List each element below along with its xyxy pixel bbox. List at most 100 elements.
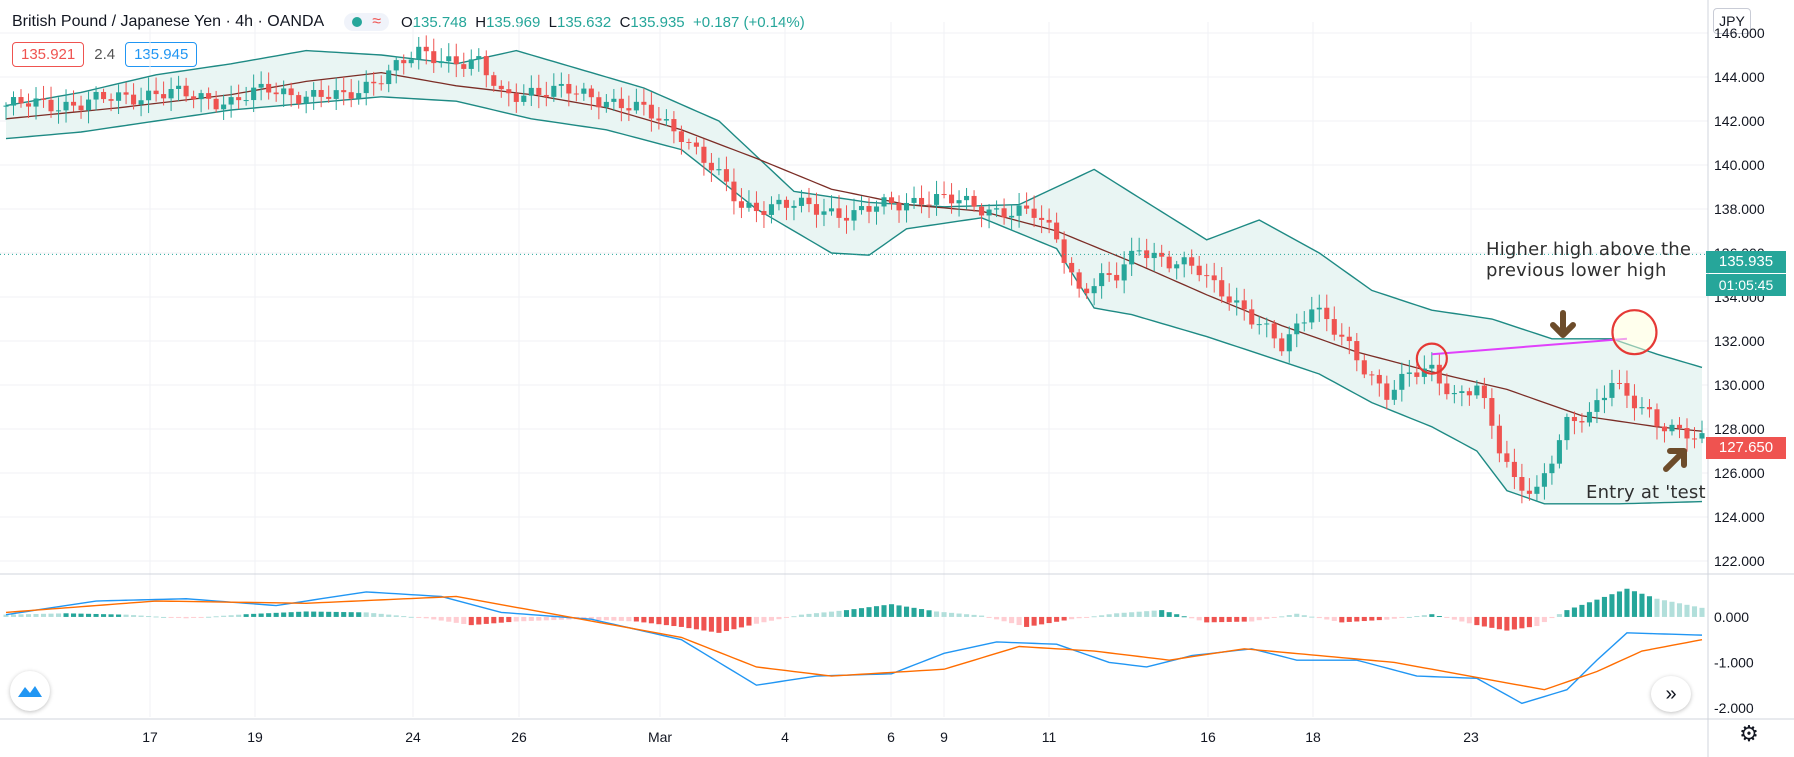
macd-histogram-bar (1646, 596, 1653, 617)
sell-price-box[interactable]: 135.921 (12, 42, 85, 67)
macd-histogram-bar (1586, 602, 1592, 617)
macd-histogram-bar (438, 616, 444, 621)
candle-body (1009, 215, 1015, 218)
macd-histogram-bar (813, 613, 820, 617)
macd-histogram-bar (821, 612, 827, 617)
candle-body (63, 101, 69, 111)
y-tick-label: 146.000 (1714, 25, 1765, 41)
candle-body (971, 195, 977, 207)
candle-body (1106, 273, 1112, 275)
candle-body (1309, 309, 1315, 323)
candle-body (1024, 205, 1030, 209)
candle-body (55, 110, 62, 112)
candle-body (86, 99, 92, 111)
tradingview-logo-icon[interactable] (10, 671, 50, 711)
candle-body (1481, 385, 1487, 399)
candle-body (1091, 286, 1097, 294)
macd-histogram-bar (183, 616, 189, 619)
interval[interactable]: 4h (235, 13, 254, 30)
macd-histogram-bar (596, 616, 602, 621)
macd-histogram-bar (626, 616, 632, 622)
status-pill[interactable]: ≈ (344, 13, 389, 31)
macd-histogram-bar (1474, 616, 1480, 626)
candle-body (1444, 383, 1450, 395)
candle-body (1256, 324, 1262, 326)
candle-body (708, 162, 714, 171)
macd-histogram-bar (746, 616, 752, 626)
x-tick-label: 19 (247, 729, 263, 745)
candle-body (888, 197, 895, 204)
macd-histogram-bar (1444, 616, 1450, 618)
macd-histogram-bar (1684, 604, 1690, 617)
macd-histogram-bar (1121, 612, 1127, 617)
candle-body (1654, 409, 1660, 427)
candle-body (183, 85, 189, 97)
macd-histogram-bar (378, 613, 384, 617)
candle-body (1316, 307, 1322, 310)
market-open-dot-icon (352, 17, 363, 27)
x-tick-label: 18 (1305, 729, 1321, 745)
candle-body (1264, 323, 1270, 325)
macd-histogram-bar (671, 616, 677, 627)
gear-icon[interactable]: ⚙ (1739, 721, 1759, 746)
candle-body (1699, 433, 1705, 439)
macd-histogram-bar (903, 606, 910, 617)
x-tick-label: 17 (142, 729, 158, 745)
candle-body (1001, 208, 1007, 218)
macd-histogram-bar (236, 614, 242, 617)
buy-price-box[interactable]: 135.945 (125, 42, 198, 67)
candle-body (873, 206, 880, 212)
macd-histogram-bar (1249, 616, 1255, 622)
macd-histogram-bar (1301, 615, 1307, 617)
candle-body (521, 95, 527, 102)
candle-body (1616, 382, 1622, 384)
candle-body (506, 89, 512, 94)
candle-body (461, 64, 467, 69)
macd-histogram-bar (416, 616, 422, 618)
x-tick-label: Mar (648, 729, 672, 745)
candle-body (1159, 252, 1165, 257)
candle-body (1226, 296, 1232, 303)
candle-body (221, 104, 227, 110)
macd-histogram-bar (1114, 613, 1120, 617)
macd-histogram-bar (1676, 603, 1683, 617)
macd-histogram-bar (1001, 616, 1007, 622)
candle-body (746, 202, 752, 208)
candle-body (536, 87, 542, 95)
candle-body (153, 90, 159, 95)
double-chevron-right-icon[interactable]: » (1651, 676, 1691, 712)
candle-body (588, 88, 594, 98)
macd-histogram-bar (1189, 616, 1195, 619)
candle-body (213, 98, 219, 110)
macd-histogram-bar (866, 607, 872, 617)
macd-histogram-bar (1526, 616, 1532, 628)
macd-histogram-bar (716, 616, 722, 633)
macd-histogram-bar (551, 616, 557, 621)
y-tick-label: 132.000 (1714, 333, 1765, 349)
macd-histogram-bar (1534, 616, 1540, 627)
candle-body (1189, 257, 1195, 266)
macd-histogram-bar (1451, 616, 1457, 620)
candle-body (949, 194, 955, 204)
macd-histogram-bar (1151, 610, 1157, 617)
currency-button[interactable]: JPY (1713, 8, 1751, 34)
candle-body (1286, 334, 1292, 352)
candle-body (93, 91, 99, 100)
candle-body (1609, 382, 1615, 398)
macd-histogram-bar (881, 605, 887, 617)
macd-histogram-bar (213, 616, 219, 618)
candle-body (791, 205, 797, 208)
macd-histogram-bar (138, 615, 144, 617)
macd-histogram-bar (1391, 616, 1397, 619)
macd-histogram-bar (1174, 614, 1180, 617)
macd-histogram-bar (221, 615, 227, 617)
macd-histogram-bar (1076, 616, 1082, 619)
candle-body (1384, 383, 1390, 400)
candle-body (236, 97, 242, 101)
candle-body (266, 83, 272, 93)
candle-body (656, 118, 662, 121)
candle-body (341, 90, 347, 93)
symbol-name[interactable]: British Pound / Japanese Yen (12, 13, 222, 30)
candle-body (858, 206, 865, 211)
